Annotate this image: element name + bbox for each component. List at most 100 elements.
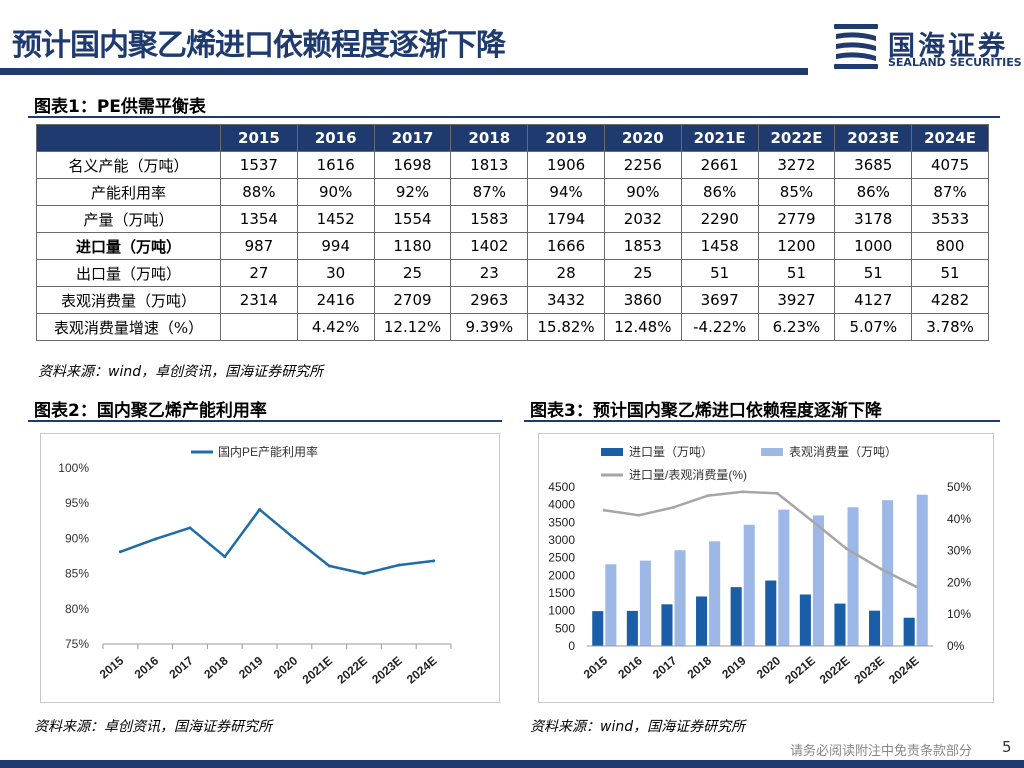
table-cell [220, 313, 298, 341]
x-tick-label: 2017 [166, 653, 196, 681]
ratio-point [602, 508, 606, 512]
table-year-header: 2024E [911, 124, 989, 152]
table-cell: 1853 [603, 232, 682, 260]
table-row: 表观消费量增速（%） 4.42% 12.12% 9.39% 15.82% 12.48% -4… [36, 313, 989, 341]
x-tick-label: 2024E [404, 654, 440, 687]
table-cell: 3.78% [911, 313, 989, 341]
disclaimer-text: 请务必阅读附注中免责条款部分 [790, 744, 973, 759]
import-bar [799, 594, 811, 646]
table-cell: 2290 [680, 205, 759, 233]
ratio-point [879, 567, 883, 571]
x-tick-label: 2017 [650, 653, 680, 681]
ratio-point [810, 519, 814, 523]
x-tick-label: 2018 [201, 653, 231, 681]
table-row: 名义产能（万吨） 1537 1616 1698 1813 1906 2256 2661 3272… [36, 151, 989, 179]
table-cell: 2963 [450, 286, 529, 314]
figure1-rule [28, 116, 1000, 118]
table-row-label: 产能利用率 [36, 178, 221, 206]
utilization-point [397, 563, 401, 567]
figure2-source: 资料来源：卓创资讯，国海证券研究所 [34, 719, 272, 735]
table-row: 表观消费量（万吨） 2314 2416 2709 2963 3432 3860 3697 392… [36, 286, 989, 314]
table-cell: 1666 [527, 232, 605, 260]
y2-tick-label: 0% [947, 639, 965, 653]
page-number: 5 [1002, 738, 1012, 756]
table-year-header: 2016 [296, 124, 375, 152]
table-cell: 2661 [680, 151, 759, 179]
figure1-source: 资料来源：wind，卓创资讯，国海证券研究所 [38, 364, 324, 380]
table-cell: 2314 [220, 286, 298, 314]
table-cell: 51 [911, 259, 989, 287]
y-tick-label: 75% [65, 637, 89, 651]
table-cell: 12.48% [603, 313, 682, 341]
table-cell: 12.12% [373, 313, 452, 341]
ratio-point [845, 547, 848, 551]
y2-tick-label: 50% [947, 480, 971, 494]
y-tick-label: 4500 [548, 480, 575, 494]
import-bar [834, 603, 846, 646]
table-cell: 994 [296, 232, 375, 260]
table-cell: 1616 [296, 151, 375, 179]
figure3-title: 图表3：预计国内聚乙烯进口依赖程度逐渐下降 [530, 401, 882, 421]
y-tick-label: 2500 [548, 551, 575, 565]
y2-tick-label: 40% [947, 512, 971, 526]
table-cell: 94% [527, 178, 605, 206]
table-row: 出口量（万吨） 27 30 25 23 28 25 51 51 51 51 [36, 259, 989, 287]
table-year-header: 2018 [450, 124, 529, 152]
table-year-header: 2023E [834, 124, 913, 152]
table-cell: 1537 [220, 151, 298, 179]
import-bar [626, 610, 638, 646]
ratio-point [672, 505, 675, 509]
table-cell: 2256 [603, 151, 682, 179]
legend-label-consumption: 表观消费量（万吨） [789, 445, 897, 459]
ratio-point [914, 585, 918, 589]
table-row: 产量（万吨） 1354 1452 1554 1583 1794 2032 2290 2779 31… [36, 205, 989, 233]
utilization-point [118, 550, 122, 554]
figure1-title: 图表1：PE供需平衡表 [34, 97, 206, 117]
figure3-source: 资料来源：wind，国海证券研究所 [530, 719, 746, 735]
table-year-header: 2015 [220, 124, 298, 152]
import-bar [730, 587, 742, 646]
footer-bar [0, 760, 1024, 768]
utilization-point [362, 572, 366, 576]
consumption-bar [812, 515, 824, 646]
figure3-rule [524, 420, 1000, 422]
table-cell: 1813 [450, 151, 529, 179]
table-cell: 3272 [757, 151, 836, 179]
table-cell: 4127 [834, 286, 913, 314]
logo-chinese-name: 国海证券 [888, 31, 1008, 62]
table-cell: 4282 [911, 286, 989, 314]
x-tick-label: 2019 [236, 653, 266, 681]
table-cell: 3533 [911, 205, 989, 233]
table-cell: 3432 [527, 286, 605, 314]
table-year-header: 2021E [680, 124, 759, 152]
table-cell: 15.82% [527, 313, 605, 341]
y-tick-label: 85% [65, 567, 89, 581]
y-tick-label: 3000 [548, 533, 575, 547]
table-row-label: 进口量（万吨） [36, 232, 221, 260]
table-cell: 51 [680, 259, 759, 287]
table-cell: 3927 [757, 286, 836, 314]
table-row-label: 名义产能（万吨） [36, 151, 221, 179]
ratio-point [706, 494, 710, 498]
table-row-label: 表观消费量增速（%） [36, 313, 221, 341]
legend-label-import: 进口量（万吨） [629, 445, 713, 459]
figure2-title: 图表2：国内聚乙烯产能利用率 [34, 401, 267, 421]
x-tick-label: 2016 [615, 653, 645, 681]
table-row: 进口量（万吨） 987 994 1180 1402 1666 1853 1458 1200 100… [36, 232, 989, 260]
table-cell: 86% [834, 178, 913, 206]
table-cell: 23 [450, 259, 529, 287]
table-cell: 9.39% [450, 313, 529, 341]
y-tick-label: 100% [58, 461, 89, 475]
page-title: 预计国内聚乙烯进口依赖程度逐渐下降 [12, 28, 506, 63]
table-cell: 5.07% [834, 313, 913, 341]
y-tick-label: 0 [568, 639, 575, 653]
table-cell: 92% [373, 178, 452, 206]
table-cell: 1554 [373, 205, 452, 233]
table-cell: 88% [220, 178, 298, 206]
utilization-point [432, 559, 436, 563]
table-cell: 1402 [450, 232, 529, 260]
x-tick-label: 2015 [581, 653, 611, 681]
x-tick-label: 2023E [369, 654, 405, 687]
utilization-point [327, 564, 331, 568]
table-cell: 1583 [450, 205, 529, 233]
